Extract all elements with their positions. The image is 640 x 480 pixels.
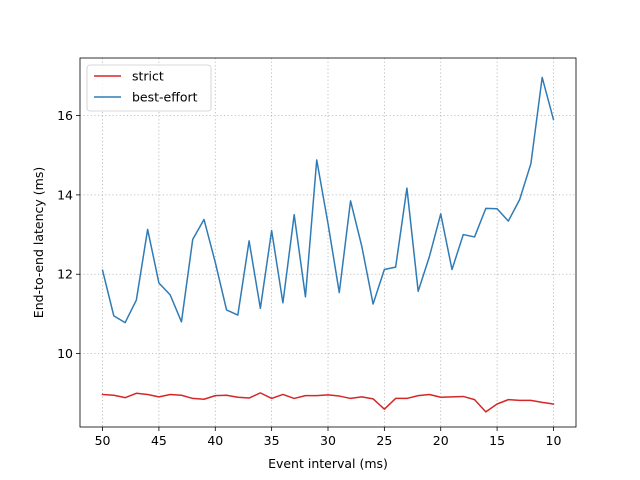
legend-label-best-effort: best-effort [132,90,198,105]
legend: strict best-effort [86,64,212,112]
y-tick-label: 12 [57,267,73,282]
y-axis: 10 12 14 16 [57,108,80,361]
series-layer [101,76,555,413]
x-tick-label: 35 [264,433,280,448]
series-line-best-effort [101,76,555,324]
x-tick-label: 50 [95,433,111,448]
y-tick-label: 16 [57,108,73,123]
x-tick-label: 45 [151,433,167,448]
y-tick-label: 10 [57,346,73,361]
series-line-strict [101,392,555,413]
x-tick-label: 10 [546,433,562,448]
x-tick-label: 15 [489,433,505,448]
x-tick-label: 30 [320,433,336,448]
x-axis: 50 45 40 35 30 25 20 15 10 [95,427,562,448]
x-tick-label: 20 [433,433,449,448]
legend-label-strict: strict [132,69,164,84]
x-axis-label: Event interval (ms) [268,456,388,471]
x-tick-label: 40 [207,433,223,448]
y-tick-label: 14 [57,187,73,202]
x-tick-label: 25 [376,433,392,448]
y-axis-label: End-to-end latency (ms) [31,167,46,318]
